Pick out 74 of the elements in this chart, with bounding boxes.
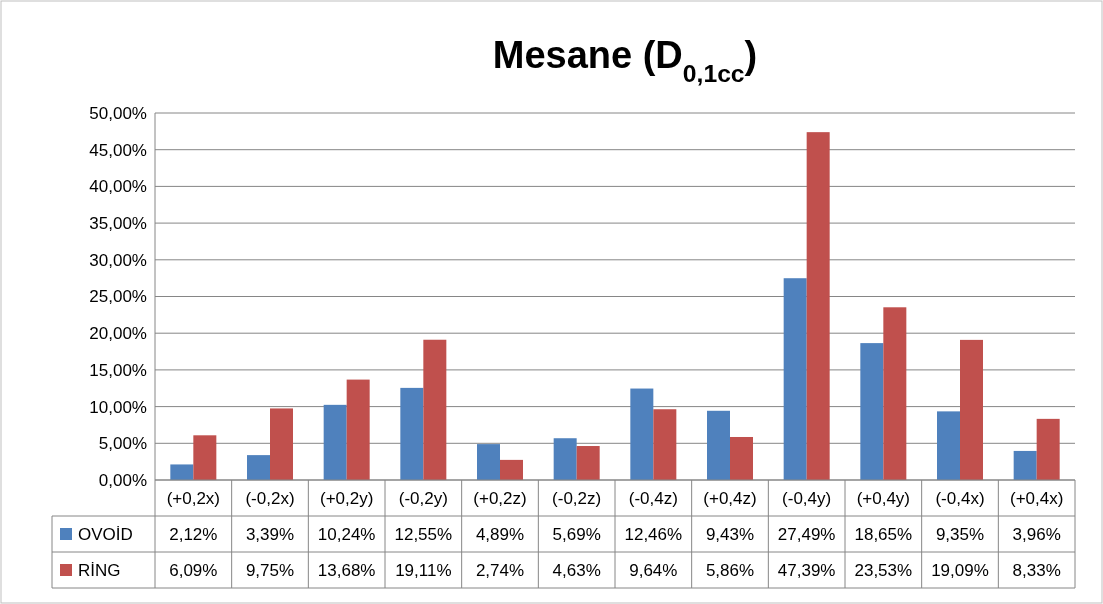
bar <box>323 404 347 480</box>
data-label: 9,43% <box>705 524 755 544</box>
data-label: 9,35% <box>935 524 985 544</box>
bar <box>806 132 830 480</box>
data-label: 47,39% <box>777 560 836 580</box>
x-tick-label: (+0,2z) <box>473 488 527 508</box>
x-tick-label: (+0,2y) <box>319 488 374 508</box>
data-label: 23,53% <box>854 560 913 580</box>
data-label: 4,89% <box>475 524 525 544</box>
legend-label: OVOİD <box>78 524 133 544</box>
data-label: 5,86% <box>705 560 755 580</box>
x-tick-label: (-0,4x) <box>935 488 985 508</box>
data-label: 10,24% <box>317 524 376 544</box>
data-label: 27,49% <box>777 524 836 544</box>
bar <box>170 464 194 480</box>
data-label: 3,39% <box>245 524 295 544</box>
bar <box>883 307 907 480</box>
bar <box>860 343 884 480</box>
data-label: 18,65% <box>854 524 913 544</box>
x-tick-label: (-0,4z) <box>628 488 678 508</box>
bar <box>553 438 577 480</box>
bar <box>193 435 217 480</box>
x-tick-label: (-0,2y) <box>398 488 448 508</box>
bar <box>730 436 753 480</box>
data-label: 9,64% <box>629 560 678 580</box>
chart-title: Mesane (D$_{0,1cc}$) <box>492 34 758 87</box>
bar <box>576 446 600 480</box>
bar <box>630 388 654 480</box>
y-tick-label: 40,00% <box>89 177 147 197</box>
y-tick-label: 5,00% <box>98 434 147 454</box>
data-label: 19,11% <box>395 560 452 580</box>
y-tick-label: 30,00% <box>89 250 147 270</box>
data-label: 6,09% <box>169 560 218 580</box>
bar <box>960 339 983 480</box>
legend-label: RİNG <box>78 560 121 580</box>
bar <box>783 278 807 480</box>
x-tick-label: (+0,4z) <box>703 488 757 508</box>
x-tick-label: (+0,2x) <box>166 488 221 508</box>
bar <box>937 411 960 480</box>
data-label: 8,33% <box>1012 560 1061 580</box>
data-label: 2,74% <box>475 560 525 580</box>
y-tick-label: 0,00% <box>98 470 147 490</box>
data-label: 12,55% <box>394 524 453 544</box>
data-label: 2,12% <box>169 524 218 544</box>
bar <box>653 409 677 480</box>
bar <box>270 408 293 480</box>
y-tick-label: 25,00% <box>89 287 147 307</box>
data-label: 5,69% <box>552 524 601 544</box>
x-tick-label: (-0,2z) <box>552 488 602 508</box>
bar <box>400 387 424 480</box>
bar <box>1013 450 1037 480</box>
bar <box>1036 418 1060 480</box>
data-label: 19,09% <box>931 560 989 580</box>
data-label: 13,68% <box>317 560 376 580</box>
y-tick-label: 45,00% <box>89 140 147 160</box>
bar <box>707 410 730 480</box>
x-tick-label: (-0,4y) <box>782 488 832 508</box>
data-label: 3,96% <box>1012 524 1061 544</box>
data-label: 4,63% <box>552 560 601 580</box>
y-tick-label: 50,00% <box>89 103 147 123</box>
data-label: 12,46% <box>624 524 683 544</box>
bar <box>346 379 370 480</box>
bar <box>477 444 500 480</box>
bar <box>500 459 523 480</box>
y-tick-label: 10,00% <box>89 397 147 417</box>
y-tick-label: 35,00% <box>89 214 147 234</box>
bar <box>247 455 270 480</box>
x-tick-label: (+0,4x) <box>1009 488 1064 508</box>
x-tick-label: (-0,2x) <box>245 488 295 508</box>
y-tick-label: 20,00% <box>89 324 147 344</box>
data-label: 9,75% <box>245 560 295 580</box>
x-tick-label: (+0,4y) <box>856 488 911 508</box>
bar <box>423 339 447 480</box>
y-tick-label: 15,00% <box>89 360 147 380</box>
